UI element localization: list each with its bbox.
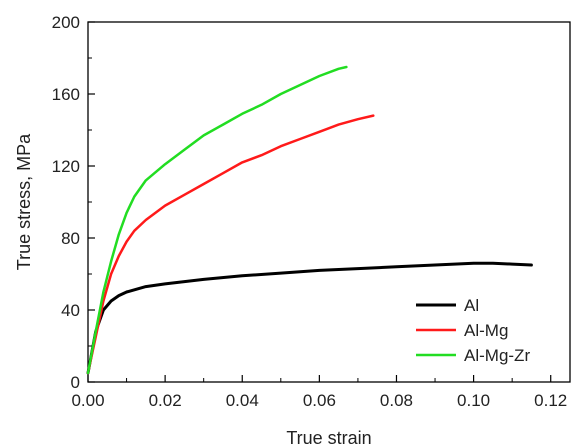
y-tick-label: 80 xyxy=(61,229,80,248)
x-tick-label: 0.10 xyxy=(457,391,490,410)
axis-ticks: 0.00 0.02 0.04 0.06 0.08 0.10 0.12 0 40 80 120 160 2… xyxy=(52,13,568,410)
x-tick-label: 0.12 xyxy=(534,391,567,410)
y-tick-label: 40 xyxy=(61,301,80,320)
x-tick-label: 0.06 xyxy=(303,391,336,410)
x-tick-label: 0.00 xyxy=(71,391,104,410)
x-tick-label: 0.04 xyxy=(226,391,259,410)
x-axis-title: True strain xyxy=(286,428,371,448)
y-tick-label: 0 xyxy=(71,373,80,392)
legend: Al Al-Mg Al-Mg-Zr xyxy=(416,296,530,365)
series-line-al-mg xyxy=(86,114,375,375)
series-layer xyxy=(86,65,533,375)
legend-label-al-mg-zr: Al-Mg-Zr xyxy=(464,346,530,365)
legend-label-al: Al xyxy=(464,296,479,315)
series-line-al xyxy=(86,261,533,375)
legend-label-al-mg: Al-Mg xyxy=(464,321,508,340)
y-tick-label: 160 xyxy=(52,85,80,104)
series-line-al-mg-zr xyxy=(86,65,348,375)
y-tick-label: 200 xyxy=(52,13,80,32)
y-axis-title: True stress, MPa xyxy=(14,133,34,270)
y-tick-label: 120 xyxy=(52,157,80,176)
x-tick-label: 0.08 xyxy=(380,391,413,410)
x-tick-label: 0.02 xyxy=(149,391,182,410)
